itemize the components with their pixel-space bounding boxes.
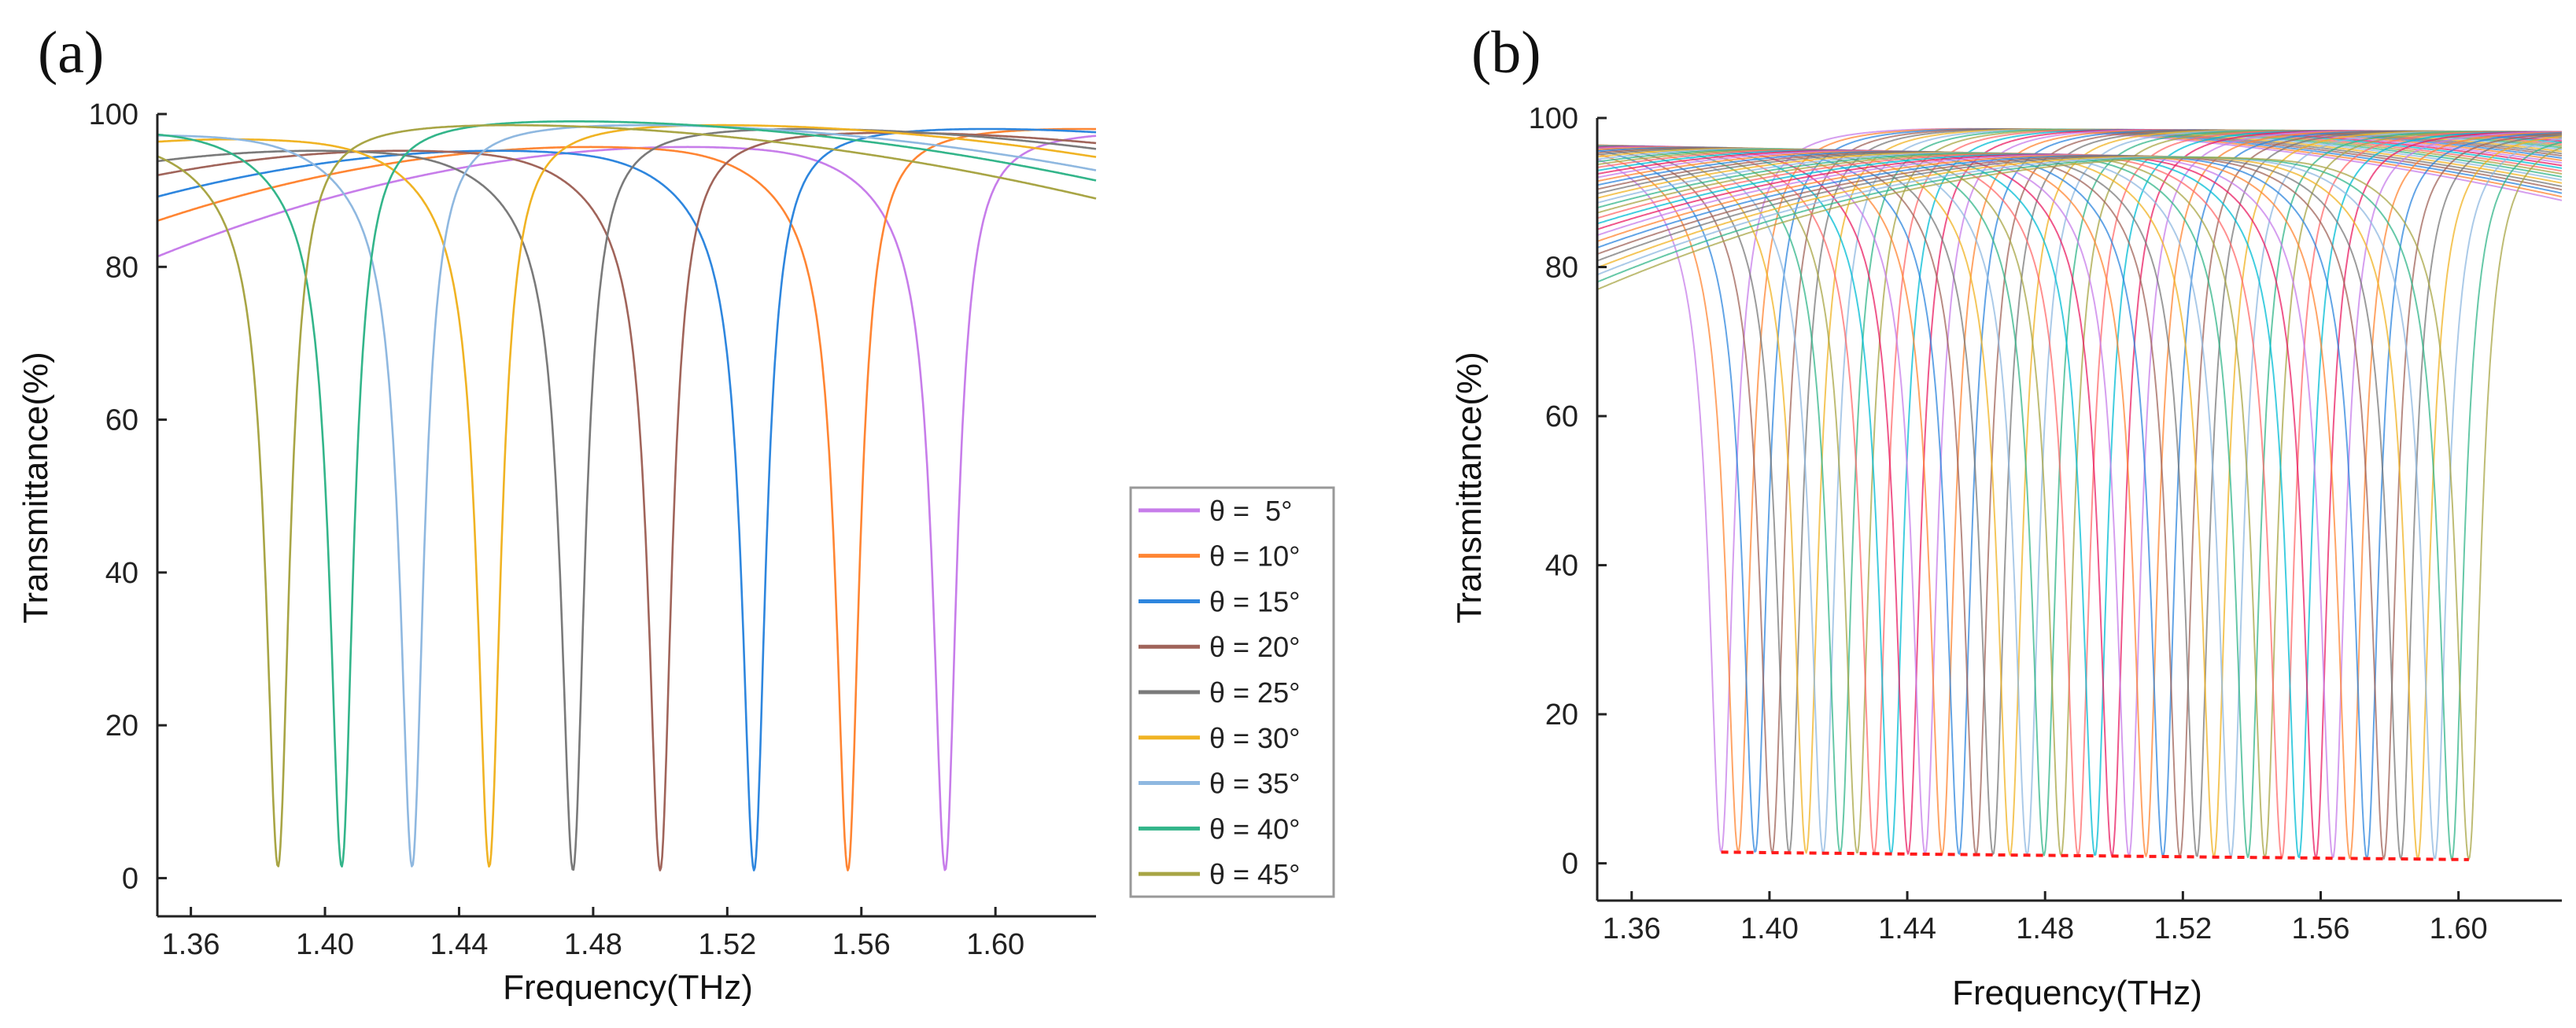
panel-b-y-tick-label: 0 bbox=[1562, 848, 1578, 881]
panel-b: (b) 1.36 1.40 1.44 1.48 1.52 1.56 1.60 0 20 40 60 8… bbox=[1450, 20, 2563, 1012]
legend-label-6: θ = 35° bbox=[1209, 768, 1301, 800]
panel-b-label: (b) bbox=[1471, 20, 1541, 86]
legend-label-0: θ = 5° bbox=[1209, 495, 1292, 527]
series-line-1 bbox=[157, 127, 1096, 871]
legend-label-3: θ = 20° bbox=[1209, 631, 1301, 663]
resonance-line-42 bbox=[1596, 138, 2563, 860]
resonance-line-38 bbox=[1596, 131, 2562, 860]
panel-b-y-tick-label: 100 bbox=[1529, 102, 1578, 135]
resonance-line-29 bbox=[1596, 130, 2563, 857]
panel-b-y-tick-label: 80 bbox=[1545, 252, 1578, 285]
legend-label-2: θ = 15° bbox=[1209, 585, 1301, 617]
panel-a-x-tick-label: 1.60 bbox=[966, 928, 1024, 961]
panel-a-y-tick-label: 40 bbox=[105, 557, 138, 590]
resonance-line-44 bbox=[1596, 146, 2563, 860]
panel-a-y-tick-label: 100 bbox=[89, 98, 138, 131]
legend-label-4: θ = 25° bbox=[1209, 676, 1301, 709]
panel-a-x-tick-label: 1.40 bbox=[296, 928, 354, 961]
legend-label-5: θ = 30° bbox=[1209, 722, 1301, 754]
panel-a-y-tick-label: 80 bbox=[105, 251, 138, 284]
panel-b-ylabel: Transmittance(%) bbox=[1450, 352, 1489, 624]
panel-a-label: (a) bbox=[38, 20, 104, 86]
series-line-6 bbox=[157, 123, 1097, 868]
resonance-line-43 bbox=[1596, 141, 2563, 860]
panel-b-x-tick-label: 1.52 bbox=[2153, 912, 2212, 945]
panel-b-y-tick-label: 40 bbox=[1545, 550, 1578, 583]
panel-a-y-tick-label: 20 bbox=[105, 709, 138, 742]
legend-label-8: θ = 45° bbox=[1209, 858, 1301, 890]
panel-a-axes: 1.36 1.40 1.44 1.48 1.52 1.56 1.60 0 20 40 60 80 100 bbox=[89, 98, 1096, 961]
panel-a-curves bbox=[157, 120, 1097, 871]
panel-b-x-tick-label: 1.60 bbox=[2430, 912, 2488, 945]
panel-a-legend: θ = 5° θ = 10° θ = 15° θ = 20° θ = 25° θ = 30… bbox=[1129, 486, 1335, 898]
panel-a-x-tick-label: 1.52 bbox=[698, 928, 756, 961]
panel-a: (a) 1.36 1.40 1.44 1.48 1.52 1.56 1.60 0 20 40 60 8… bbox=[17, 20, 1335, 1007]
panel-a-xlabel: Frequency(THz) bbox=[503, 968, 753, 1007]
minimum-trace-line bbox=[1721, 850, 2469, 861]
panel-b-y-tick-label: 60 bbox=[1545, 400, 1578, 433]
series-line-7 bbox=[157, 120, 1097, 868]
panel-b-x-tick-label: 1.40 bbox=[1740, 912, 1799, 945]
panel-b-curves bbox=[1596, 127, 2563, 861]
panel-b-axes: 1.36 1.40 1.44 1.48 1.52 1.56 1.60 0 20 40 60 80 100 bbox=[1529, 102, 2562, 945]
panel-a-y-tick-label: 0 bbox=[122, 862, 138, 895]
panel-a-ylabel: Transmittance(%) bbox=[17, 352, 55, 624]
series-line-8 bbox=[157, 123, 1097, 868]
panel-a-x-tick-label: 1.36 bbox=[162, 928, 220, 961]
series-line-5 bbox=[157, 123, 1097, 868]
legend-label-7: θ = 40° bbox=[1209, 812, 1301, 845]
panel-b-x-tick-label: 1.44 bbox=[1878, 912, 1936, 945]
resonance-line-39 bbox=[1596, 132, 2562, 860]
panel-b-x-tick-label: 1.56 bbox=[2292, 912, 2350, 945]
panel-b-x-tick-label: 1.36 bbox=[1603, 912, 1661, 945]
panel-b-xlabel: Frequency(THz) bbox=[1952, 974, 2202, 1012]
legend-label-1: θ = 10° bbox=[1209, 540, 1301, 573]
resonance-line-41 bbox=[1596, 135, 2563, 860]
panel-a-x-tick-label: 1.44 bbox=[430, 928, 488, 961]
panel-b-x-tick-label: 1.48 bbox=[2016, 912, 2074, 945]
series-line-4 bbox=[157, 127, 1097, 871]
panel-b-y-tick-label: 20 bbox=[1545, 698, 1578, 731]
series-line-2 bbox=[157, 127, 1097, 871]
panel-a-x-tick-label: 1.56 bbox=[832, 928, 891, 961]
panel-a-y-tick-label: 60 bbox=[105, 404, 138, 437]
panel-a-x-tick-label: 1.48 bbox=[564, 928, 622, 961]
